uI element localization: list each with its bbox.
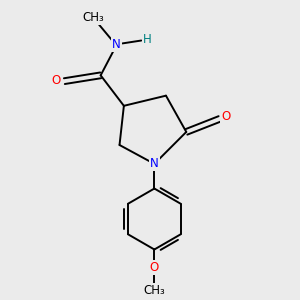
Text: CH₃: CH₃	[143, 284, 165, 297]
Text: N: N	[112, 38, 121, 51]
Text: CH₃: CH₃	[82, 11, 104, 24]
Text: O: O	[221, 110, 231, 123]
Text: O: O	[52, 74, 61, 87]
Text: H: H	[143, 33, 152, 46]
Text: N: N	[150, 158, 159, 170]
Text: O: O	[150, 261, 159, 274]
